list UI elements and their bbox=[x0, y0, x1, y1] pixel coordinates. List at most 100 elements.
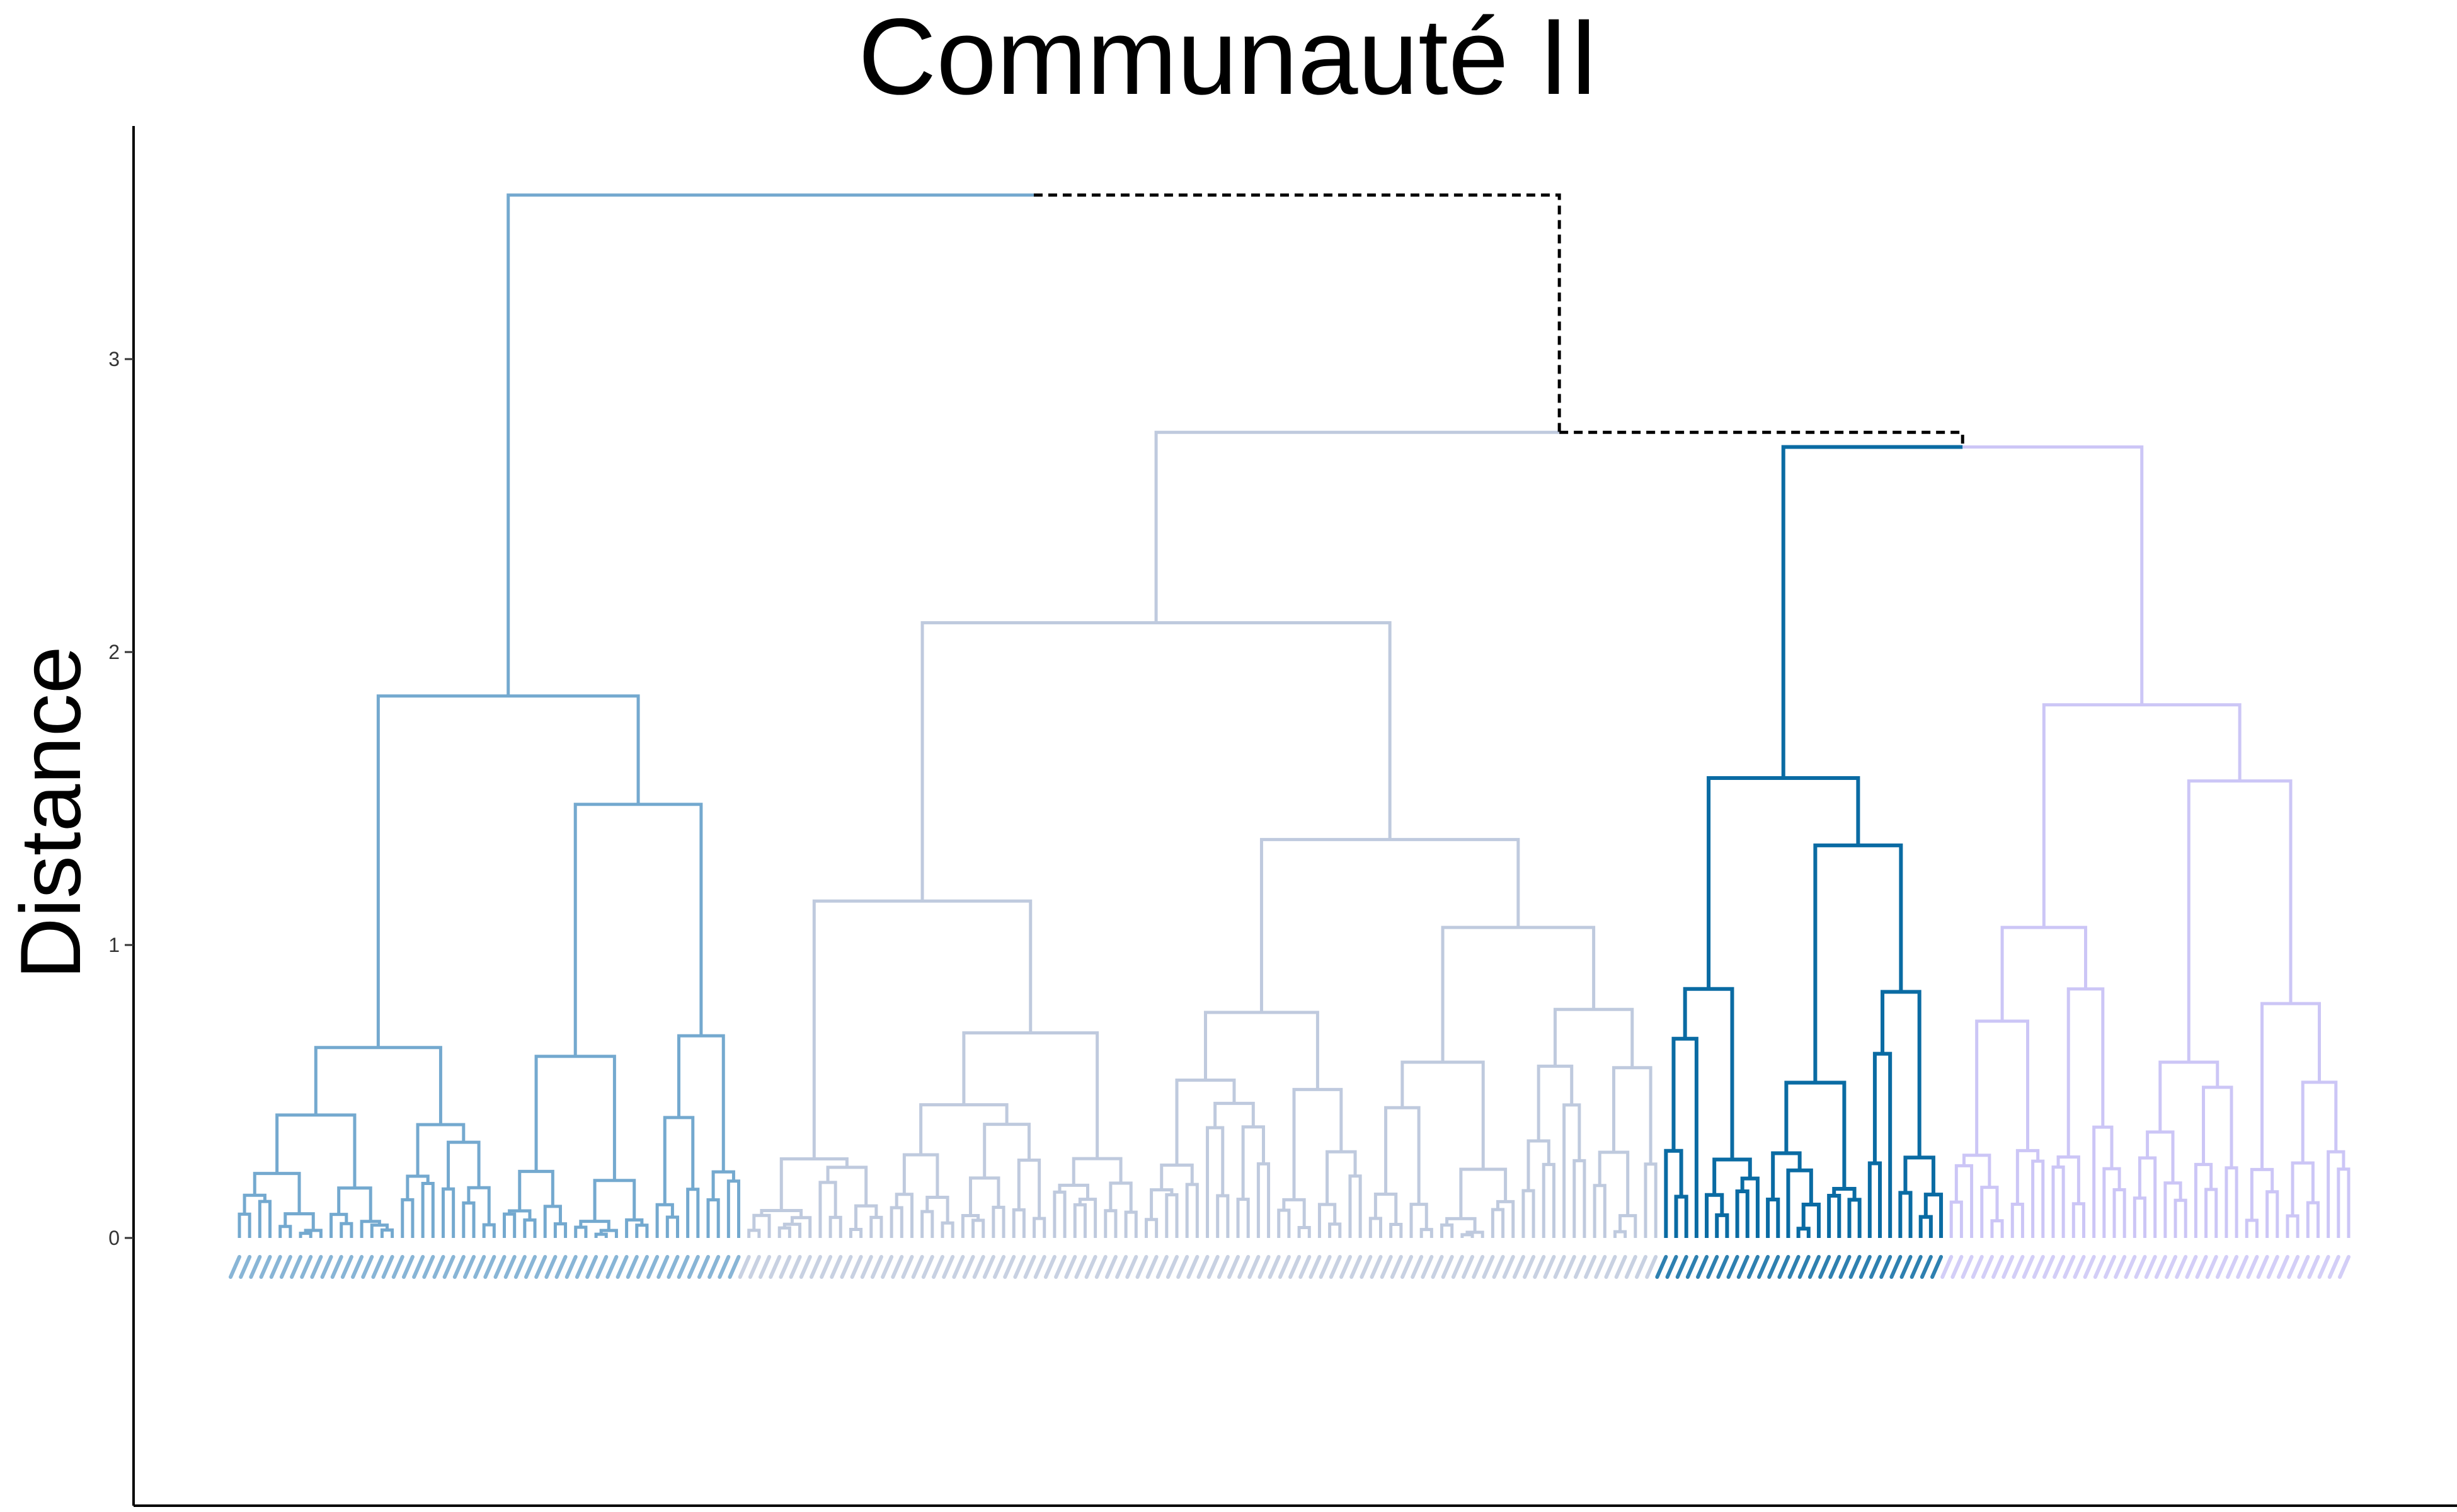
dendrogram-branch bbox=[1419, 1228, 1433, 1238]
leaf-label bbox=[585, 1255, 598, 1279]
dendrogram-branch bbox=[665, 1215, 679, 1238]
dendrogram-branch bbox=[752, 1213, 771, 1238]
dendrogram-branch bbox=[1872, 1051, 1893, 1238]
leaf-label bbox=[1349, 1255, 1363, 1279]
leaf-label bbox=[1043, 1255, 1057, 1279]
dendrogram-branch bbox=[635, 1223, 649, 1238]
dendrogram-branch bbox=[573, 803, 703, 1057]
leaf-label bbox=[748, 1255, 761, 1279]
leaf-label bbox=[452, 1255, 466, 1279]
dendrogram-branch bbox=[828, 1215, 842, 1238]
dendrogram-branch bbox=[2163, 1181, 2182, 1238]
leaf-label bbox=[1879, 1255, 1893, 1279]
dendrogram-branch bbox=[2306, 1201, 2320, 1238]
leaf-label bbox=[697, 1255, 710, 1279]
leaf-label bbox=[330, 1255, 343, 1279]
leaf-label bbox=[2063, 1255, 2076, 1279]
leaf-label bbox=[503, 1255, 517, 1279]
leaf-label bbox=[820, 1255, 833, 1279]
dendrogram-branch bbox=[543, 1205, 562, 1238]
dendrogram-branch bbox=[406, 1174, 430, 1200]
leaf-label bbox=[1492, 1255, 1505, 1279]
leaf-label bbox=[2307, 1255, 2320, 1279]
dendrogram-branch bbox=[1707, 776, 1860, 989]
dendrogram-branch bbox=[1400, 1060, 1485, 1169]
dendrogram-branch bbox=[1384, 1106, 1421, 1205]
dendrogram-tree bbox=[238, 193, 2351, 1238]
dendrogram-branch bbox=[2158, 1060, 2219, 1132]
dendrogram-branch bbox=[1073, 1203, 1087, 1238]
leaf-label bbox=[1502, 1255, 1515, 1279]
leaf-label bbox=[2175, 1255, 2188, 1279]
leaf-label bbox=[1411, 1255, 1424, 1279]
leaf-label bbox=[2022, 1255, 2035, 1279]
leaf-label bbox=[1084, 1255, 1097, 1279]
dendrogram-branch bbox=[1124, 1210, 1138, 1238]
leaf-label bbox=[2297, 1255, 2310, 1279]
leaf-label bbox=[290, 1255, 303, 1279]
dendrogram-branch bbox=[706, 1198, 720, 1238]
dendrogram-branch bbox=[1526, 1139, 1550, 1191]
leaf-label bbox=[2114, 1255, 2127, 1279]
dendrogram-branch bbox=[574, 1225, 588, 1238]
join-branch-cluster4 bbox=[1962, 445, 2144, 705]
leaf-label bbox=[524, 1255, 537, 1279]
dendrogram-branch bbox=[503, 1212, 517, 1238]
dendrogram-branch bbox=[401, 1198, 415, 1238]
dendrogram-branch bbox=[1150, 1188, 1174, 1220]
dendrogram-branch bbox=[1918, 1215, 1933, 1238]
leaf-label bbox=[1757, 1255, 1770, 1279]
leaf-label bbox=[239, 1255, 252, 1279]
dendrogram-branch bbox=[421, 1182, 435, 1238]
dendrogram-branch bbox=[1644, 1162, 1658, 1238]
dendrogram-branch bbox=[2202, 1085, 2233, 1168]
leaf-label bbox=[2287, 1255, 2300, 1279]
dendrogram-branch bbox=[258, 1200, 272, 1238]
dendrogram-branch bbox=[314, 1046, 442, 1125]
dendrogram-branch bbox=[2265, 1190, 2279, 1238]
leaf-label bbox=[718, 1255, 731, 1279]
dendrogram-branch bbox=[1903, 1155, 1935, 1195]
y-axis-ticks: 0 1 2 3 bbox=[108, 348, 134, 1249]
chart-title: Communauté II bbox=[858, 0, 1599, 117]
dendrogram-branch bbox=[441, 1187, 455, 1238]
dendrogram-branch bbox=[1160, 1163, 1194, 1190]
leaf-label bbox=[544, 1255, 558, 1279]
dendrogram-branch bbox=[849, 1227, 863, 1238]
dendrogram-branch bbox=[677, 1034, 725, 1172]
leaf-label bbox=[259, 1255, 272, 1279]
dendrogram-branch bbox=[2112, 1188, 2126, 1238]
dendrogram-branch bbox=[1827, 1193, 1841, 1238]
leaf-label bbox=[1940, 1255, 1954, 1279]
dendrogram-branch bbox=[1297, 1225, 1311, 1238]
dendrogram-branch bbox=[1867, 1161, 1882, 1238]
leaf-label bbox=[269, 1255, 282, 1279]
leaf-label bbox=[952, 1255, 965, 1279]
leaf-label bbox=[249, 1255, 262, 1279]
leaf-label bbox=[616, 1255, 629, 1279]
leaf-label bbox=[361, 1255, 374, 1279]
dendrogram-branch bbox=[1185, 1183, 1199, 1238]
leaf-label bbox=[513, 1255, 527, 1279]
leaf-label bbox=[229, 1255, 241, 1279]
dendrogram-branch bbox=[1203, 1011, 1319, 1090]
leaf-label bbox=[636, 1255, 649, 1279]
dendrogram-branch bbox=[284, 1212, 315, 1231]
leaf-label bbox=[340, 1255, 353, 1279]
dendrogram-branch bbox=[370, 1223, 389, 1238]
dendrogram-branch bbox=[869, 1215, 883, 1238]
dendrogram-branch bbox=[1072, 1157, 1123, 1186]
leaf-label bbox=[1104, 1255, 1118, 1279]
dendrogram-branch bbox=[1459, 1167, 1508, 1219]
dendrogram-branch bbox=[1259, 838, 1520, 1012]
dendrogram-branch bbox=[1326, 1150, 1357, 1205]
leaf-label bbox=[972, 1255, 985, 1279]
leaf-label bbox=[1848, 1255, 1862, 1279]
leaf-label bbox=[2083, 1255, 2096, 1279]
leaf-label bbox=[1482, 1255, 1495, 1279]
dendrogram-branch bbox=[2102, 1167, 2121, 1238]
dendrogram-branch bbox=[1368, 1217, 1382, 1238]
leaf-label bbox=[1910, 1255, 1923, 1279]
leaf-label bbox=[2154, 1255, 2167, 1279]
